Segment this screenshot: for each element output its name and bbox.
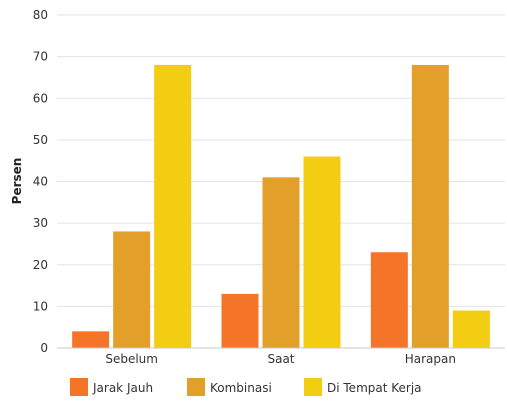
x-tick-label: Sebelum [105,352,158,366]
legend-swatch [70,378,88,396]
y-tick-label: 20 [33,258,48,272]
legend-label: Jarak Jauh [92,381,153,395]
legend-swatch [187,378,205,396]
bar-jarak-jauh [370,252,408,348]
y-tick-label: 60 [33,91,48,105]
y-tick-label: 30 [33,216,48,230]
bar-jarak-jauh [72,331,110,348]
legend-swatch [304,378,322,396]
legend-label: Kombinasi [210,381,272,395]
axes: 0 10 20 30 40 50 60 70 80 Sebelum Saat Harapan [33,8,505,366]
legend: Jarak Jauh Kombinasi Di Tempat Kerja [70,378,422,396]
bar-di-tempat-kerja [452,310,490,348]
bars [72,64,490,348]
bar-kombinasi [262,177,300,348]
bar-jarak-jauh [221,293,259,348]
y-tick-label: 50 [33,133,48,147]
y-axis-title: Persen [10,158,24,205]
x-tick-label: Saat [267,352,294,366]
bar-di-tempat-kerja [154,64,192,348]
legend-label: Di Tempat Kerja [327,381,422,395]
y-tick-label: 40 [33,175,48,189]
bar-di-tempat-kerja [303,156,341,348]
y-tick-label: 70 [33,50,48,64]
y-tick-label: 0 [40,341,48,355]
bar-kombinasi [411,64,449,348]
y-tick-label: 80 [33,8,48,22]
y-tick-label: 10 [33,299,48,313]
x-tick-label: Harapan [405,352,456,366]
bar-kombinasi [113,231,151,348]
